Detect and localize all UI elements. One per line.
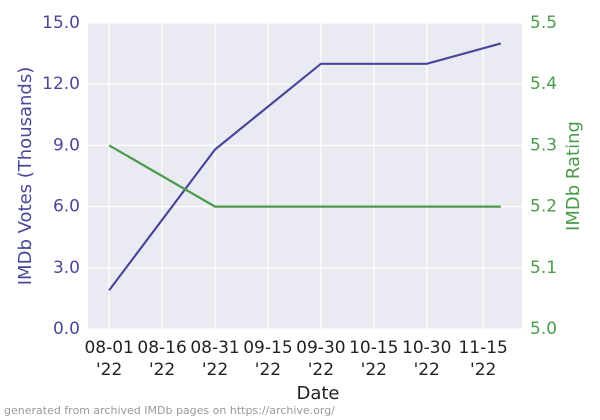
y2-tick-label: 5.0 xyxy=(530,319,557,339)
footnote: generated from archived IMDb pages on ht… xyxy=(4,404,335,417)
x-tick-label: 08-01'22 xyxy=(84,338,133,380)
y2-tick-label: 5.5 xyxy=(530,13,557,33)
y2-tick-label: 5.2 xyxy=(530,197,557,217)
y-axis-label: IMDb Votes (Thousands) xyxy=(15,67,36,286)
line xyxy=(108,144,501,208)
line xyxy=(108,42,502,291)
x-tick-label: 10-30'22 xyxy=(402,338,451,380)
x-tick-label: 08-16'22 xyxy=(137,338,186,380)
x-tick-label: 08-31'22 xyxy=(190,338,239,380)
y2-tick-label: 5.3 xyxy=(530,135,557,155)
y-tick-label: 0.0 xyxy=(53,319,80,339)
x-axis-label: Date xyxy=(296,383,339,404)
y-tick-label: 9.0 xyxy=(53,135,80,155)
y-tick-label: 6.0 xyxy=(53,197,80,217)
plot-area xyxy=(88,23,522,329)
x-tick-label: 09-30'22 xyxy=(296,338,345,380)
y2-tick-label: 5.4 xyxy=(530,74,557,94)
y-tick-label: 15.0 xyxy=(42,13,80,33)
x-tick-label: 10-15'22 xyxy=(349,338,398,380)
y2-tick-label: 5.1 xyxy=(530,258,557,278)
x-tick-label: 11-15'22 xyxy=(458,338,507,380)
y-tick-label: 12.0 xyxy=(42,74,80,94)
y2-axis-label: IMDb Rating xyxy=(563,121,584,231)
y-tick-label: 3.0 xyxy=(53,258,80,278)
x-tick-label: 09-15'22 xyxy=(243,338,292,380)
